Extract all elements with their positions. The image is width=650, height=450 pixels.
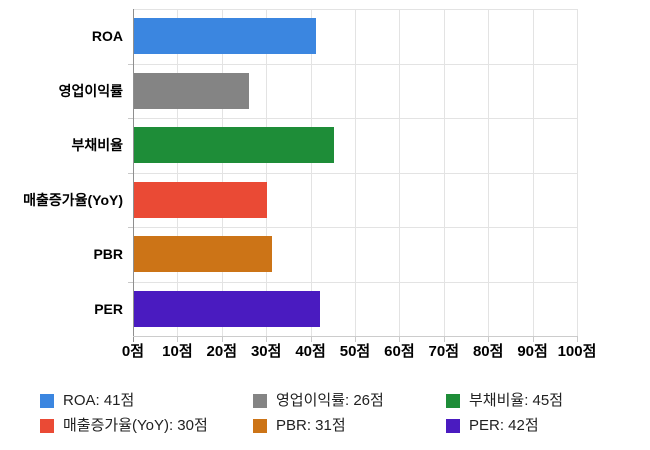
value-tick-mark [310, 336, 312, 342]
bar-영업이익률 [134, 72, 250, 109]
value-tick-mark [443, 336, 445, 342]
value-tick-mark [488, 336, 490, 342]
value-tick-mark [266, 336, 268, 342]
value-tick-mark [177, 336, 179, 342]
x-tick-label: 50점 [339, 343, 371, 360]
vertical-gridline [221, 9, 223, 336]
value-tick-mark [532, 336, 534, 342]
x-tick-label: 20점 [206, 343, 238, 360]
bar-PER [134, 290, 321, 327]
category-tick-mark [128, 172, 133, 174]
legend-swatch [253, 394, 267, 408]
x-tick-label: 70점 [428, 343, 460, 360]
x-tick-label: 100점 [557, 343, 597, 360]
legend-label: ROA: 41점 [63, 392, 135, 409]
vertical-gridline [532, 9, 534, 336]
legend-swatch [40, 419, 54, 433]
category-tick-mark [128, 63, 133, 65]
vertical-gridline [443, 9, 445, 336]
bar-PBR [134, 236, 272, 273]
x-axis-line [133, 336, 577, 337]
y-axis-line [133, 9, 134, 342]
legend-label: 매출증가율(YoY): 30점 [63, 417, 208, 434]
x-tick-label: 0점 [121, 343, 145, 360]
bar-ROA [134, 18, 317, 55]
vertical-gridline [399, 9, 401, 336]
category-tick-mark [128, 118, 133, 119]
x-tick-label: 80점 [472, 343, 504, 360]
legend-label: 부채비율: 45점 [469, 392, 564, 409]
category-label: 매출증가율(YoY) [23, 191, 123, 208]
legend-label: PER: 42점 [469, 417, 539, 434]
legend-swatch [446, 419, 460, 433]
x-tick-label: 40점 [295, 343, 326, 360]
category-label: 영업이익률 [58, 82, 123, 99]
legend-swatch [253, 419, 267, 433]
legend-label: PBR: 31점 [276, 417, 346, 434]
legend-swatch [40, 394, 54, 408]
bar-부채비율 [134, 127, 334, 164]
legend-label: 영업이익률: 26점 [276, 392, 384, 409]
category-label: PER [94, 300, 123, 317]
value-tick-mark [399, 336, 401, 342]
vertical-gridline [266, 9, 268, 336]
value-tick-mark [355, 336, 356, 342]
x-tick-label: 30점 [250, 343, 282, 360]
x-tick-label: 90점 [517, 343, 548, 360]
legend-swatch [446, 394, 460, 408]
vertical-gridline [310, 9, 312, 336]
category-tick-mark [128, 227, 133, 228]
x-tick-label: 60점 [384, 343, 415, 360]
vertical-gridline [355, 9, 356, 336]
category-label: ROA [91, 28, 123, 45]
category-tick-mark [128, 281, 133, 283]
vertical-gridline [177, 9, 179, 336]
value-tick-mark [577, 336, 578, 342]
bar-매출증가율(YoY) [134, 181, 268, 218]
vertical-gridline [488, 9, 490, 336]
category-label: PBR [93, 246, 123, 263]
value-tick-mark [221, 336, 223, 342]
category-label: 부채비율 [71, 137, 123, 154]
vertical-gridline [577, 9, 578, 336]
x-tick-label: 10점 [162, 343, 193, 360]
